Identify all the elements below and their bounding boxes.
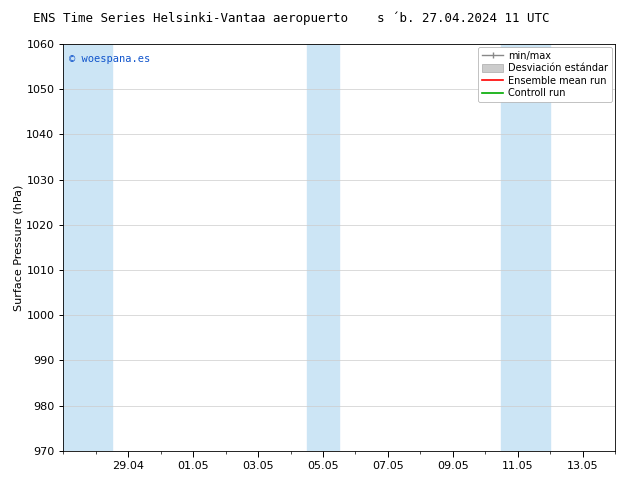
Bar: [501, 44, 550, 451]
Bar: [63, 44, 112, 451]
Y-axis label: Surface Pressure (hPa): Surface Pressure (hPa): [13, 184, 23, 311]
Text: © woespana.es: © woespana.es: [69, 54, 150, 64]
Bar: [307, 44, 339, 451]
Text: ENS Time Series Helsinki-Vantaa aeropuerto: ENS Time Series Helsinki-Vantaa aeropuer…: [33, 12, 347, 25]
Legend: min/max, Desviación estándar, Ensemble mean run, Controll run: min/max, Desviación estándar, Ensemble m…: [478, 47, 612, 102]
Text: s ´b. 27.04.2024 11 UTC: s ´b. 27.04.2024 11 UTC: [377, 12, 549, 25]
